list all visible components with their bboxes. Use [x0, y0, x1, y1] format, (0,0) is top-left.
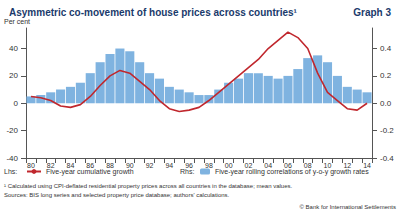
svg-text:10: 10 — [323, 162, 332, 169]
svg-text:0.4: 0.4 — [380, 44, 392, 53]
svg-text:00: 00 — [224, 162, 233, 169]
svg-text:96: 96 — [185, 162, 193, 169]
svg-text:-0.4: -0.4 — [380, 154, 394, 163]
svg-text:40: 40 — [9, 44, 18, 53]
svg-text:20: 20 — [9, 71, 18, 80]
svg-text:04: 04 — [264, 162, 273, 169]
svg-text:80: 80 — [27, 162, 35, 169]
svg-text:94: 94 — [165, 162, 173, 169]
svg-text:82: 82 — [46, 162, 55, 169]
svg-text:-20: -20 — [6, 126, 18, 135]
svg-text:14: 14 — [363, 162, 371, 169]
svg-text:06: 06 — [284, 162, 292, 169]
svg-text:¹ Calculated using CPI-deflate: ¹ Calculated using CPI-deflated resident… — [4, 183, 292, 189]
svg-text:Lhs:: Lhs: — [4, 168, 17, 175]
svg-text:84: 84 — [66, 162, 75, 169]
svg-text:Asymmetric co-movement of hous: Asymmetric co-movement of house prices a… — [9, 7, 298, 18]
svg-text:Per cent: Per cent — [4, 18, 30, 25]
svg-text:86: 86 — [86, 162, 95, 169]
svg-text:0.2: 0.2 — [380, 71, 392, 80]
svg-text:88: 88 — [106, 162, 114, 169]
svg-text:02: 02 — [244, 162, 253, 169]
svg-text:Sources: BIS long series and s: Sources: BIS long series and selected pr… — [4, 192, 230, 198]
svg-text:Five-year cumulative growth: Five-year cumulative growth — [46, 168, 134, 176]
svg-text:0: 0 — [14, 99, 19, 108]
svg-text:-0.2: -0.2 — [380, 126, 394, 135]
svg-text:0.0: 0.0 — [380, 99, 392, 108]
svg-text:Five-year rolling correlations: Five-year rolling correlations of y-o-y … — [215, 168, 369, 176]
svg-text:© Bank for International Settl: © Bank for International Settlements — [300, 204, 396, 210]
svg-text:-40: -40 — [6, 154, 18, 163]
svg-text:Rhs:: Rhs: — [180, 168, 194, 175]
svg-text:12: 12 — [343, 162, 352, 169]
svg-text:92: 92 — [146, 162, 154, 169]
svg-text:98: 98 — [205, 162, 213, 169]
svg-text:08: 08 — [303, 162, 312, 169]
svg-text:90: 90 — [125, 162, 134, 169]
svg-text:Graph 3: Graph 3 — [353, 7, 391, 18]
